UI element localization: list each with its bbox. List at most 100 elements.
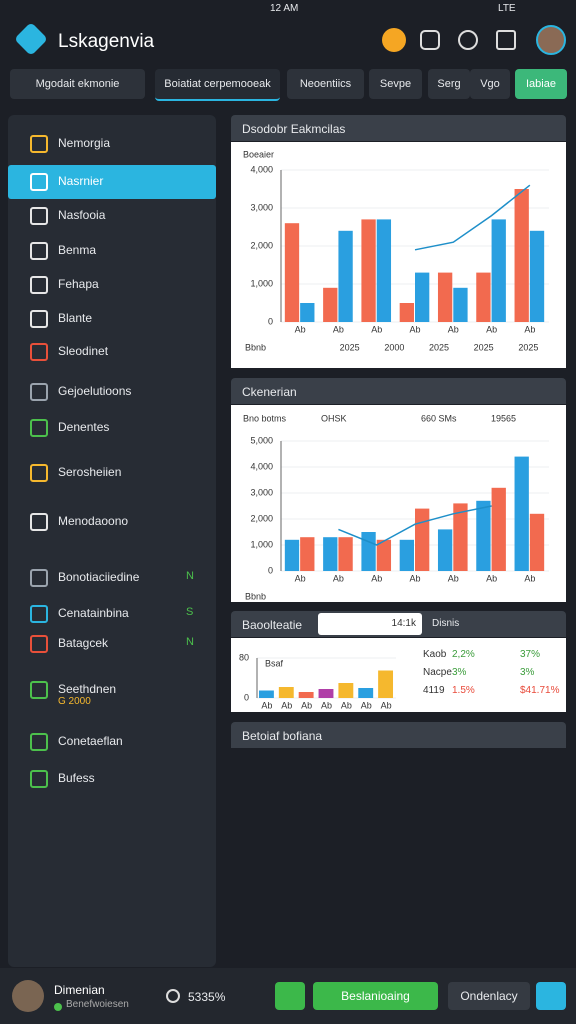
nav-icon <box>30 135 48 153</box>
nav-item[interactable]: Denentes <box>58 420 110 434</box>
panel-close[interactable] <box>544 616 556 630</box>
y-tick-label: 1,000 <box>250 539 273 549</box>
nav-icon <box>30 207 48 225</box>
nav-item[interactable]: Batagcek <box>58 636 109 650</box>
nav-item[interactable]: Cenatainbina <box>58 606 129 620</box>
tab[interactable]: Iabiae <box>515 69 567 99</box>
doc-button[interactable] <box>420 30 440 50</box>
footer-label: 2000 <box>384 342 404 352</box>
panel-close[interactable] <box>544 383 556 397</box>
close-button[interactable] <box>536 982 566 1010</box>
x-tick-label: Ab <box>409 573 420 583</box>
summary: 660 SMs <box>421 413 457 423</box>
bar <box>278 687 294 698</box>
y-tick-label: 5,000 <box>250 435 273 445</box>
y-tick-label: 3,000 <box>250 487 273 497</box>
secondary-button[interactable]: Ondenlacy <box>448 982 530 1010</box>
nav-item[interactable]: Serosheiien <box>58 465 122 479</box>
bar <box>529 513 545 571</box>
nav-item[interactable]: Benma <box>58 243 97 257</box>
chart-subtitle: Boeaier <box>243 149 274 159</box>
bar <box>318 689 334 698</box>
x-tick-label: Ab <box>341 700 352 710</box>
nav-badge: N <box>186 570 194 582</box>
nav-item[interactable]: Nasrnier <box>58 174 104 188</box>
bar <box>323 537 338 571</box>
nav-icon <box>30 605 48 623</box>
x-tick-label: Ab <box>381 700 392 710</box>
y-tick-label: 4,000 <box>250 461 273 471</box>
x-tick-label: Ab <box>448 573 459 583</box>
nav-item[interactable]: Seethdnen <box>58 682 117 696</box>
nav-item[interactable]: Menodaoono <box>58 514 129 528</box>
stat: 2,2% <box>452 649 475 660</box>
tab[interactable]: Boiatiat cerpemooeak <box>155 69 280 101</box>
filter[interactable]: Disnis <box>432 618 460 629</box>
clock: 12 AM <box>270 3 299 14</box>
tab[interactable]: Vgo <box>470 69 510 99</box>
summary: 19565 <box>491 413 516 423</box>
footer-label: Bbnb <box>245 342 266 352</box>
nav-icon <box>30 770 48 788</box>
panel-title: Ckenerian <box>242 385 297 399</box>
nav-icon <box>30 635 48 653</box>
tab[interactable]: Serg <box>428 69 470 99</box>
nav-item[interactable]: Blante <box>58 311 93 325</box>
stat: Nacpe <box>423 667 452 678</box>
nav-item[interactable]: Nemorgia <box>58 136 111 150</box>
chart: Bno botms OHSK 660 SMs 19565 0 1,000 2,000 3,00… <box>231 405 566 602</box>
bar <box>415 508 430 571</box>
network: LTE <box>498 3 516 14</box>
nav-icon <box>30 242 48 260</box>
nav-icon <box>30 310 48 328</box>
footer-avatar <box>12 980 44 1012</box>
notify-button[interactable] <box>382 28 406 52</box>
nav-item[interactable]: Bonotiaciiedine <box>58 570 140 584</box>
footer-label: 2025 <box>429 342 449 352</box>
tab[interactable]: Sevpe <box>369 69 422 99</box>
nav-sub: G 2000 <box>58 696 91 707</box>
active-row <box>8 165 216 199</box>
primary-button[interactable]: Beslanioaing <box>313 982 438 1010</box>
bar <box>476 272 491 322</box>
bar <box>376 219 392 322</box>
nav-item[interactable]: Conetaeflan <box>58 734 123 748</box>
x-tick-label: Ab <box>486 573 497 583</box>
x-tick-label: Ab <box>333 324 344 334</box>
chart: Bsaf14:1k080AbAbAbAbAbAbAb <box>231 638 566 712</box>
search-box[interactable]: 14:1k <box>318 613 422 635</box>
bar <box>338 230 353 322</box>
nav-icon <box>30 173 48 191</box>
panel-close[interactable] <box>544 727 556 741</box>
edit-button[interactable] <box>496 30 516 50</box>
panel-close[interactable] <box>544 120 556 134</box>
avatar[interactable] <box>536 25 566 55</box>
nav-item[interactable]: Nasfooia <box>58 208 106 222</box>
y-tick-label: 3,000 <box>250 202 273 212</box>
tab[interactable]: Mgodait ekmonie <box>10 69 145 99</box>
nav-item[interactable]: Gejoelutioons <box>58 384 132 398</box>
tab[interactable]: Neoentiics <box>287 69 364 99</box>
stat: $41.71% <box>520 685 560 696</box>
bar <box>284 223 300 322</box>
nav-item[interactable]: Sleodinet <box>58 344 109 358</box>
footer-label: 2025 <box>340 342 360 352</box>
bar <box>358 688 374 698</box>
stat: 3% <box>520 667 535 678</box>
bar <box>258 690 274 698</box>
stat: 1.5% <box>452 685 475 696</box>
nav-item[interactable]: Bufess <box>58 771 95 785</box>
nav-badge: N <box>186 636 194 648</box>
panel-header <box>231 115 566 141</box>
panel-title: Betoiaf bofiana <box>242 729 323 743</box>
x-tick-label: Ab <box>448 324 459 334</box>
play-button[interactable] <box>275 982 305 1010</box>
panel-header <box>231 378 566 404</box>
status-dot <box>54 1003 62 1011</box>
bar <box>491 219 506 322</box>
nav-icon <box>30 419 48 437</box>
nav-item[interactable]: Fehapa <box>58 277 99 291</box>
y-tick-label: 0 <box>244 692 249 702</box>
user-button[interactable] <box>458 30 478 50</box>
